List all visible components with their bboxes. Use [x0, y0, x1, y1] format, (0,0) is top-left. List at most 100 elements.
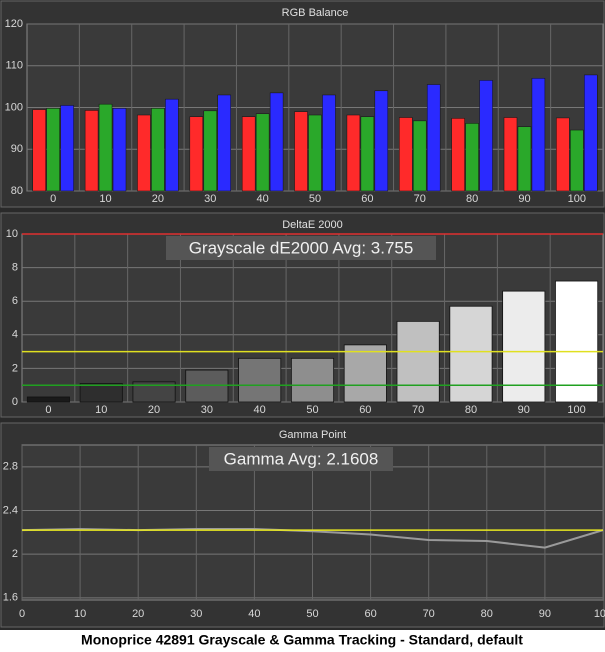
caption: Monoprice 42891 Grayscale & Gamma Tracki… — [81, 632, 523, 648]
x-tick-label: 0 — [45, 404, 51, 416]
bar — [308, 114, 322, 192]
bar — [556, 117, 570, 192]
bar — [412, 120, 427, 192]
chart-title: Gamma Point — [279, 429, 346, 441]
x-tick-label: 70 — [412, 404, 424, 416]
x-tick-label: 60 — [361, 193, 373, 205]
x-tick-label: 10 — [99, 193, 111, 205]
bar — [217, 94, 231, 192]
x-tick-label: 60 — [359, 404, 371, 416]
bar — [60, 105, 74, 192]
bar — [570, 129, 584, 192]
bar — [26, 396, 70, 403]
x-tick-label: 50 — [306, 608, 318, 620]
x-tick-label: 80 — [466, 193, 478, 205]
bar — [346, 114, 361, 192]
bar — [374, 90, 389, 192]
x-tick-label: 90 — [518, 404, 530, 416]
bar — [79, 383, 123, 403]
x-tick-label: 20 — [132, 608, 144, 620]
x-tick-label: 10 — [95, 404, 107, 416]
bar — [189, 116, 204, 192]
x-tick-label: 100 — [567, 404, 585, 416]
y-tick-label: 110 — [5, 60, 23, 72]
bar — [238, 357, 282, 403]
bar — [322, 94, 336, 192]
bar — [255, 113, 270, 192]
y-tick-label: 2 — [12, 548, 18, 560]
bar — [165, 98, 179, 192]
x-tick-label: 30 — [201, 404, 213, 416]
bar — [290, 357, 335, 403]
bar — [517, 126, 532, 192]
bar — [503, 117, 518, 192]
x-tick-label: 70 — [423, 608, 435, 620]
x-tick-label: 60 — [364, 608, 376, 620]
chart-title: RGB Balance — [282, 7, 349, 19]
bar — [343, 344, 387, 403]
y-tick-label: 2 — [12, 362, 18, 374]
x-tick-label: 40 — [254, 404, 266, 416]
y-tick-label: 8 — [12, 262, 18, 274]
bar — [132, 381, 176, 403]
bar — [502, 290, 546, 403]
annotation-box — [209, 447, 393, 471]
y-tick-label: 100 — [5, 101, 23, 113]
x-tick-label: 100 — [568, 193, 586, 205]
y-tick-label: 90 — [11, 143, 23, 155]
x-tick-label: 20 — [152, 193, 164, 205]
bar — [360, 116, 375, 192]
annotation-box — [166, 236, 436, 260]
x-tick-label: 30 — [190, 608, 202, 620]
y-tick-label: 10 — [6, 228, 18, 240]
y-tick-label: 6 — [12, 295, 18, 307]
x-tick-label: 20 — [148, 404, 160, 416]
bar — [399, 117, 413, 192]
y-tick-label: 120 — [5, 18, 23, 30]
x-tick-label: 0 — [19, 608, 25, 620]
x-tick-label: 50 — [309, 193, 321, 205]
x-tick-label: 0 — [50, 193, 56, 205]
bar — [46, 108, 60, 192]
bar — [84, 110, 99, 192]
bar — [555, 280, 599, 403]
y-tick-label: 80 — [11, 185, 23, 197]
bar — [294, 111, 308, 192]
bar — [449, 305, 493, 403]
bar — [137, 114, 151, 192]
x-tick-label: 90 — [539, 608, 551, 620]
bar — [185, 369, 229, 403]
x-tick-label: 40 — [248, 608, 260, 620]
bar — [269, 92, 284, 192]
bar — [151, 108, 165, 192]
bar — [531, 78, 546, 192]
bar — [479, 80, 493, 192]
x-tick-label: 50 — [306, 404, 318, 416]
annotation: Gamma Avg: 2.1608 — [224, 449, 379, 468]
bar — [241, 116, 256, 192]
bar — [32, 109, 46, 192]
x-tick-label: 30 — [204, 193, 216, 205]
y-tick-label: 1.6 — [3, 592, 18, 604]
bar — [203, 110, 218, 192]
y-tick-label: 4 — [12, 329, 18, 341]
bar — [396, 320, 440, 403]
x-tick-label: 80 — [481, 608, 493, 620]
bar — [112, 108, 127, 192]
annotation: Grayscale dE2000 Avg: 3.755 — [189, 238, 414, 257]
bar — [465, 123, 479, 192]
x-tick-label: 10 — [74, 608, 86, 620]
bar — [98, 103, 113, 192]
x-tick-label: 40 — [257, 193, 269, 205]
x-tick-label: 100 — [594, 608, 605, 620]
x-tick-label: 80 — [465, 404, 477, 416]
y-tick-label: 2.4 — [3, 504, 18, 516]
chart-title: DeltaE 2000 — [282, 219, 343, 231]
bar — [584, 74, 598, 192]
x-tick-label: 90 — [518, 193, 530, 205]
y-tick-label: 2.8 — [3, 461, 18, 473]
y-tick-label: 0 — [12, 396, 18, 408]
bar — [426, 84, 441, 192]
x-tick-label: 70 — [414, 193, 426, 205]
